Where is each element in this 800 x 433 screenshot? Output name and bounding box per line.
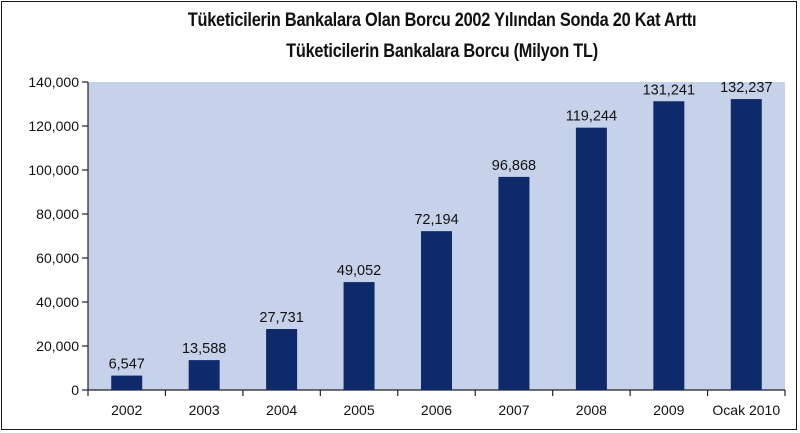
x-tick-label: 2004 [266,402,297,418]
x-tick-label: Ocak 2010 [712,402,780,418]
chart-title: Tüketicilerin Bankalara Olan Borcu 2002 … [187,10,697,31]
bar [421,231,452,390]
bar [343,282,375,390]
y-tick-label: 0 [71,382,79,398]
y-tick-label: 80,000 [36,206,79,222]
bar [498,176,530,390]
y-tick-label: 140,000 [28,74,79,90]
data-label: 131,241 [643,82,695,98]
bar [575,127,607,390]
data-label: 6,547 [109,357,145,373]
bar [188,360,220,390]
data-label: 72,194 [414,212,458,228]
y-tick-label: 20,000 [36,338,79,354]
x-tick-label: 2005 [343,402,374,418]
data-label: 49,052 [337,263,381,279]
data-label: 13,588 [182,341,226,357]
x-tick-label: 2007 [498,402,529,418]
bar [653,101,685,390]
x-tick-label: 2008 [576,402,607,418]
data-label: 96,868 [492,158,536,174]
chart-subtitle: Tüketicilerin Bankalara Borcu (Milyon TL… [286,41,598,62]
bar [730,99,762,390]
x-tick-label: 2009 [653,402,684,418]
y-tick-label: 120,000 [28,118,79,134]
bar [111,375,143,390]
bar [266,328,298,390]
x-tick-label: 2006 [421,402,452,418]
y-tick-label: 100,000 [28,162,79,178]
y-tick-label: 40,000 [36,294,79,310]
y-tick-label: 60,000 [36,250,79,266]
data-label: 132,237 [720,80,772,96]
data-label: 27,731 [259,310,303,326]
x-tick-label: 2002 [111,402,142,418]
x-tick-label: 2003 [189,402,220,418]
data-label: 119,244 [566,109,617,125]
